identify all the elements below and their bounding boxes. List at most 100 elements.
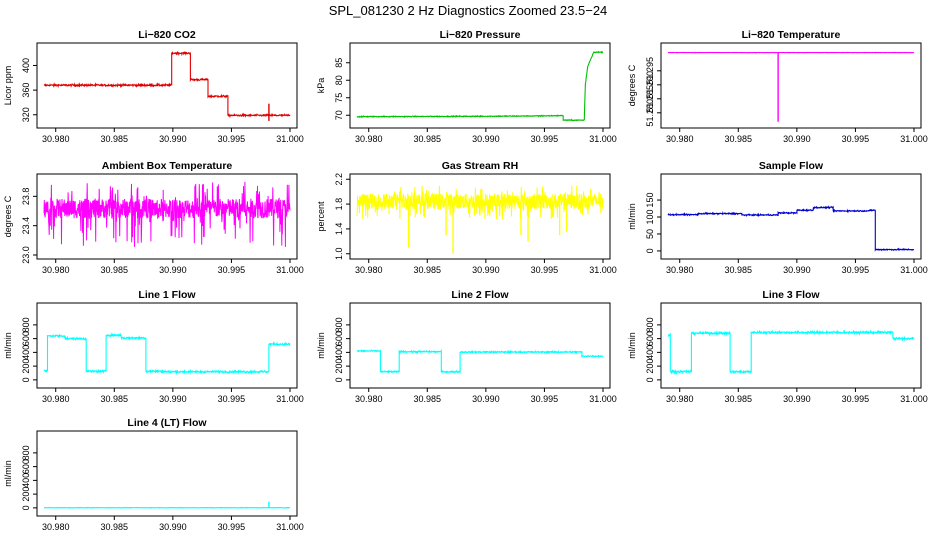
plot-frame <box>349 173 611 260</box>
x-tick-label: 30.985 <box>725 134 753 144</box>
x-tick-label: 30.990 <box>159 134 187 144</box>
y-axis-label: kPa <box>316 78 326 94</box>
plot-frame <box>660 302 922 389</box>
plot-frame <box>36 430 298 517</box>
x-tick-label: 30.995 <box>842 394 870 404</box>
y-tick-label: 150 <box>645 193 655 208</box>
plot-frame <box>36 302 298 389</box>
y-tick-label: 200 <box>21 487 31 502</box>
x-tick-label: 30.995 <box>531 134 559 144</box>
y-tick-label: 51.285 <box>645 85 655 113</box>
y-tick-label: 800 <box>21 317 31 332</box>
series-group <box>356 50 604 122</box>
y-tick-label: 1.4 <box>334 223 344 236</box>
series-group <box>44 501 291 509</box>
series-group <box>667 205 915 252</box>
series-group <box>356 348 604 374</box>
series-group <box>667 51 915 122</box>
x-tick-label: 31.000 <box>589 134 617 144</box>
y-axis-label: ml/min <box>627 332 637 359</box>
x-tick-label: 30.990 <box>783 265 811 275</box>
y-tick-label: 23.8 <box>21 188 31 206</box>
y-axis-label: ml/min <box>3 460 13 487</box>
x-tick-label: 30.985 <box>101 394 129 404</box>
x-tick-label: 30.995 <box>218 522 246 532</box>
chart-panel: Li−820 Pressure kPa 30.980 30.985 30.990 30.9… <box>316 29 617 144</box>
y-tick-label: 23.0 <box>21 246 31 264</box>
x-tick-label: 30.980 <box>42 265 70 275</box>
x-tick-label: 30.985 <box>725 394 753 404</box>
y-tick-label: 85 <box>334 58 344 68</box>
chart-panel: Line 3 Flow ml/min 30.980 30.985 30.990 30.99… <box>627 289 928 404</box>
panel-title: Line 1 Flow <box>138 289 196 301</box>
panel-title: Li−820 Temperature <box>742 29 841 41</box>
x-tick-label: 31.000 <box>900 265 928 275</box>
y-tick-label: 100 <box>645 209 655 224</box>
y-tick-label: 400 <box>645 345 655 360</box>
y-tick-label: 1.0 <box>334 248 344 261</box>
x-tick-label: 30.985 <box>101 265 129 275</box>
series-line <box>667 329 915 375</box>
y-tick-label: 0 <box>21 505 31 510</box>
panel-title: Line 2 Flow <box>451 289 509 301</box>
plot-frame <box>36 173 298 260</box>
panel-title: Gas Stream RH <box>442 160 518 172</box>
y-tick-label: 400 <box>21 58 31 73</box>
x-tick-label: 30.995 <box>218 394 246 404</box>
y-tick-label: 800 <box>334 317 344 332</box>
x-tick-label: 30.990 <box>159 522 187 532</box>
x-tick-label: 30.985 <box>414 134 442 144</box>
y-tick-label: 50 <box>645 229 655 239</box>
x-tick-label: 30.990 <box>472 265 500 275</box>
series-line <box>356 50 604 122</box>
x-tick-label: 30.990 <box>159 394 187 404</box>
y-tick-label: 800 <box>21 445 31 460</box>
x-tick-label: 30.990 <box>472 394 500 404</box>
x-tick-label: 30.995 <box>531 265 559 275</box>
y-tick-label: 400 <box>334 345 344 360</box>
y-tick-label: 400 <box>21 345 31 360</box>
y-tick-label: 51.295 <box>645 57 655 85</box>
x-tick-label: 30.985 <box>414 265 442 275</box>
x-tick-label: 31.000 <box>900 134 928 144</box>
chart-panel: Sample Flow ml/min 30.980 30.985 30.990 30.99… <box>627 160 928 275</box>
plot-frame <box>660 173 922 260</box>
x-tick-label: 31.000 <box>276 134 304 144</box>
y-tick-label: 0 <box>645 248 655 253</box>
chart-panel: Line 1 Flow ml/min 30.980 30.985 30.990 30.99… <box>3 289 304 404</box>
y-axis-label: degrees C <box>3 195 13 237</box>
plot-frame <box>349 42 611 129</box>
x-tick-label: 30.980 <box>355 394 383 404</box>
x-tick-label: 30.980 <box>666 134 694 144</box>
series-line <box>43 50 291 119</box>
series-line <box>44 506 291 509</box>
plot-frame <box>349 302 611 389</box>
x-tick-label: 31.000 <box>276 265 304 275</box>
series-group <box>43 332 291 376</box>
x-tick-label: 30.980 <box>666 265 694 275</box>
series-line <box>667 205 915 252</box>
series-line <box>356 348 604 374</box>
x-tick-label: 30.980 <box>666 394 694 404</box>
x-tick-label: 31.000 <box>900 394 928 404</box>
chart-panel: Li−820 Temperature degrees C 30.980 30.985 3… <box>627 29 928 144</box>
y-tick-label: 80 <box>334 75 344 85</box>
chart-panel: Line 4 (LT) Flow ml/min 30.980 30.985 30.990… <box>3 417 304 532</box>
y-tick-label: 1.8 <box>334 198 344 211</box>
chart-panel: Gas Stream RH percent 30.980 30.985 30.990 30… <box>316 160 617 275</box>
x-tick-label: 30.985 <box>101 522 129 532</box>
y-tick-label: 600 <box>21 459 31 474</box>
panel-title: Line 4 (LT) Flow <box>127 417 207 429</box>
x-tick-label: 30.985 <box>101 134 129 144</box>
x-tick-label: 31.000 <box>276 394 304 404</box>
figure-title: SPL_081230 2 Hz Diagnostics Zoomed 23.5−… <box>329 3 608 18</box>
x-tick-label: 30.990 <box>783 134 811 144</box>
y-tick-label: 600 <box>334 331 344 346</box>
panel-title: Li−820 Pressure <box>440 29 521 41</box>
y-tick-label: 0 <box>21 377 31 382</box>
y-tick-label: 320 <box>21 107 31 122</box>
plot-frame <box>36 42 298 129</box>
panels-grid: Li−820 CO2 Licor ppm 30.980 30.985 30.990 30.… <box>3 29 928 532</box>
x-tick-label: 30.990 <box>159 265 187 275</box>
